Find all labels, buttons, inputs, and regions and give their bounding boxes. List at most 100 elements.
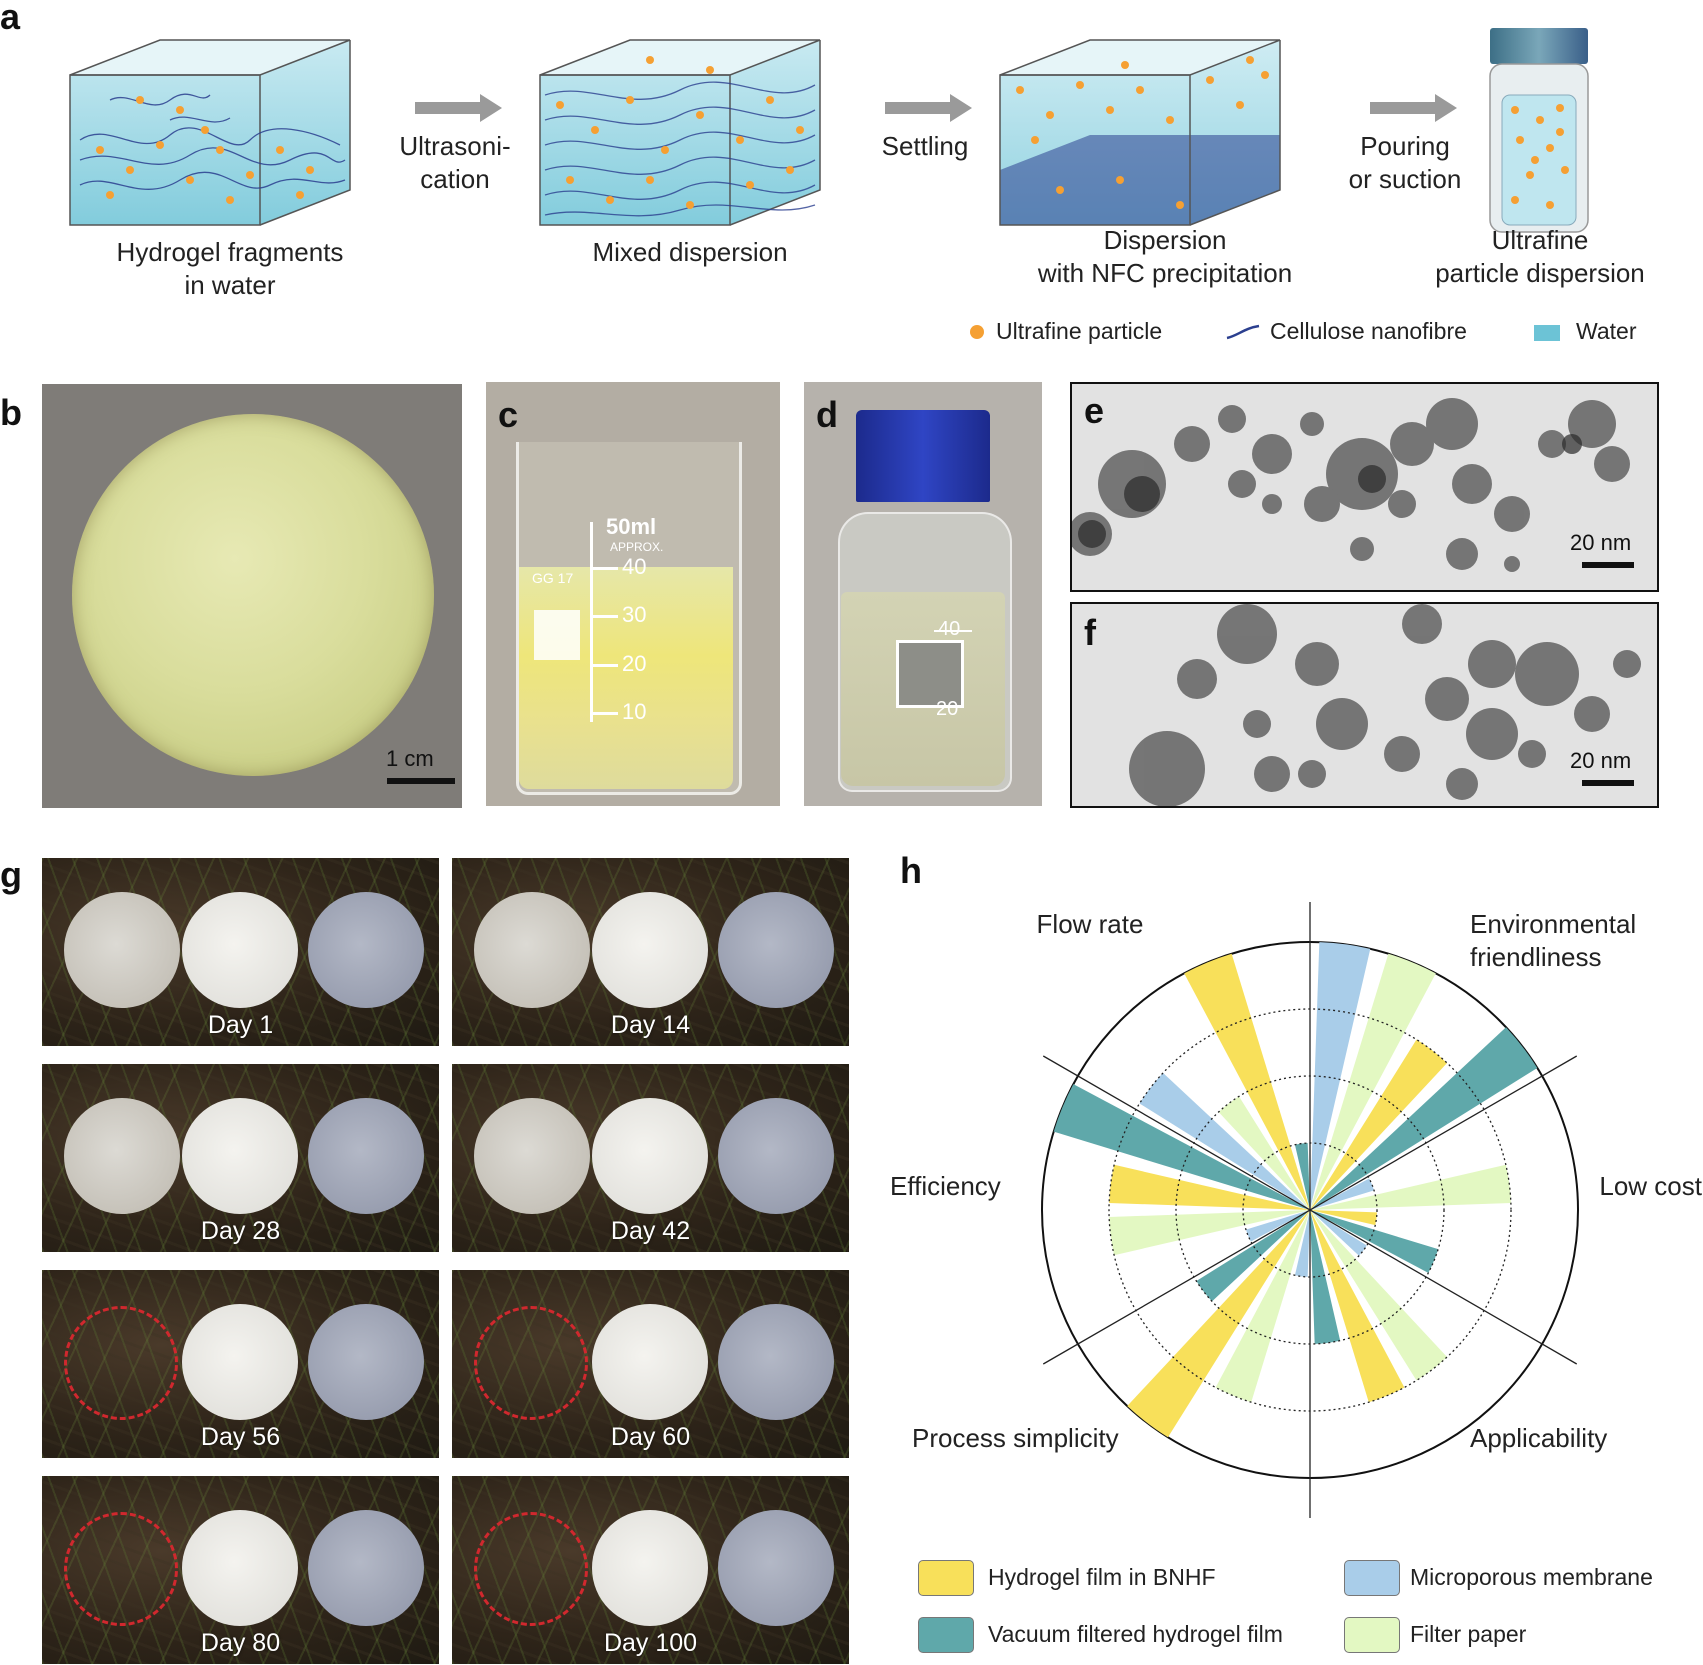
polar-wedge — [1310, 1027, 1538, 1210]
membrane-disc — [718, 1098, 834, 1214]
polar-wedge — [1294, 1143, 1310, 1210]
day-label: Day 80 — [200, 1629, 281, 1657]
legend-ultrafine-particle: Ultrafine particle — [996, 318, 1163, 344]
bottle-tick-20: 20 — [936, 698, 959, 720]
legend-label-vacuum-filtered: Vacuum filtered hydrogel film — [988, 1621, 1283, 1647]
panel-h-legend: Hydrogel film in BNHF Microporous membra… — [918, 1560, 1698, 1660]
panel-a-legend: Ultrafine particle Cellulose nanofibre W… — [970, 316, 1690, 348]
polar-bar-chart — [1041, 902, 1579, 1518]
filter-paper-disc — [182, 1304, 298, 1420]
filter-paper-disc — [592, 1510, 708, 1626]
polar-wedge — [1127, 1210, 1310, 1438]
polar-wedge — [1196, 1210, 1310, 1302]
day-label: Day 60 — [610, 1423, 691, 1451]
bottle-cap — [856, 410, 990, 502]
polar-wedge — [1294, 1210, 1310, 1277]
degradation-photo-tile: Day 60 — [452, 1270, 849, 1458]
degradation-photo-tile: Day 42 — [452, 1064, 849, 1252]
membrane-disc — [308, 892, 424, 1008]
day-label: Day 100 — [603, 1629, 698, 1657]
photo-hydrogel-disc: 1 cm — [42, 384, 462, 808]
hydrogel-sample-disc — [64, 892, 180, 1008]
tem-image-e: 20 nm e — [1070, 382, 1659, 592]
legend-cellulose-nanofibre: Cellulose nanofibre — [1270, 318, 1467, 344]
polar-wedge — [1053, 1084, 1310, 1210]
panel-e-letter: e — [1084, 390, 1105, 431]
polar-wedge — [1215, 1210, 1310, 1403]
membrane-disc — [718, 1304, 834, 1420]
axis-label-flow-rate: Flow rate — [1036, 909, 1144, 939]
step-caption-ultrafine-dispersion: Ultrafine particle dispersion — [1435, 225, 1645, 288]
tank-hydrogel-fragments — [69, 39, 351, 226]
polar-wedge — [1109, 1164, 1310, 1210]
polar-wedge — [1310, 1210, 1377, 1226]
axis-label-efficiency: Efficiency — [890, 1171, 1001, 1201]
degradation-photo-tile: Day 14 — [452, 858, 849, 1046]
bottle-ultrafine-dispersion — [1489, 28, 1589, 233]
degradation-photo-tile: Day 56 — [42, 1270, 439, 1458]
tem-particles-f — [1129, 604, 1641, 806]
panel-c-letter: c — [498, 394, 519, 435]
legend-swatch-hydrogel-bnhf — [918, 1560, 974, 1596]
day-label: Day 42 — [610, 1217, 691, 1245]
polar-wedge — [1184, 953, 1310, 1210]
beaker-tick-20: 20 — [622, 651, 647, 676]
tem-particles-e — [1072, 398, 1630, 572]
filter-paper-disc — [592, 1098, 708, 1214]
membrane-disc — [718, 892, 834, 1008]
degradation-photo-tile: Day 80 — [42, 1476, 439, 1664]
tank-mixed-dispersion — [539, 39, 821, 226]
legend-swatch-microporous — [1344, 1560, 1400, 1596]
polar-wedge — [1109, 1210, 1310, 1256]
filter-paper-disc — [182, 892, 298, 1008]
filter-paper-disc — [592, 892, 708, 1008]
beaker-tick-10: 10 — [622, 699, 647, 724]
degraded-sample-marker — [64, 1306, 178, 1420]
day-label: Day 56 — [200, 1423, 281, 1451]
beaker-approx: APPROX. — [610, 540, 664, 554]
hydrogel-sample-disc — [64, 1098, 180, 1214]
polar-wedge — [1310, 1210, 1448, 1381]
blue-fibre-icon — [1226, 324, 1260, 340]
polar-wedge — [1310, 1039, 1448, 1210]
polar-axis-line — [1042, 1055, 1578, 1365]
polar-wedge — [1310, 1210, 1439, 1273]
arrow-label-pouring: Pouring or suction — [1348, 131, 1462, 194]
step-caption-nfc-precipitation: Dispersion with NFC precipitation — [1037, 225, 1293, 288]
panel-h-letter: h — [900, 850, 922, 891]
polar-wedge — [1310, 1210, 1405, 1403]
panel-g-letter: g — [0, 854, 22, 895]
step-caption-mixed-dispersion: Mixed dispersion — [592, 237, 788, 267]
water-swatch-icon — [1534, 325, 1560, 341]
legend-water: Water — [1576, 318, 1637, 344]
degraded-sample-marker — [474, 1512, 588, 1626]
scalebar-label-f: 20 nm — [1570, 748, 1632, 773]
tem-image-f: 20 nm f — [1070, 602, 1659, 808]
degradation-photo-tile: Day 1 — [42, 858, 439, 1046]
polar-wedge — [1245, 1210, 1310, 1242]
axis-label-applicability: Applicability — [1470, 1423, 1608, 1453]
beaker-tick-30: 30 — [622, 602, 647, 627]
legend-label-filter-paper: Filter paper — [1410, 1621, 1527, 1647]
photo-beaker: c 50ml APPROX. 40 30 20 10 GG 17 — [486, 382, 780, 806]
axis-label-environmental-friendliness: Environmental friendliness — [1470, 909, 1637, 972]
polar-wedge — [1310, 1178, 1375, 1210]
degraded-sample-marker — [64, 1512, 178, 1626]
arrow-2 — [885, 94, 972, 122]
day-label: Day 1 — [207, 1011, 274, 1039]
hydrogel-sample-disc — [474, 892, 590, 1008]
scalebar-label: 1 cm — [386, 746, 434, 771]
hydrogel-film — [72, 414, 434, 776]
tank-nfc-precipitation — [999, 39, 1281, 226]
polar-wedge — [1310, 1210, 1341, 1344]
degradation-photo-tile: Day 100 — [452, 1476, 849, 1664]
membrane-disc — [308, 1098, 424, 1214]
arrow-label-ultrasonication: Ultrasoni- cation — [399, 131, 511, 194]
legend-label-microporous: Microporous membrane — [1410, 1564, 1653, 1590]
filter-paper-disc — [182, 1510, 298, 1626]
bottle-tick-40: 40 — [938, 618, 961, 640]
membrane-disc — [308, 1510, 424, 1626]
axis-label-low-cost: Low cost — [1599, 1171, 1702, 1201]
filter-paper-disc — [592, 1304, 708, 1420]
orange-dot-icon — [970, 325, 984, 339]
